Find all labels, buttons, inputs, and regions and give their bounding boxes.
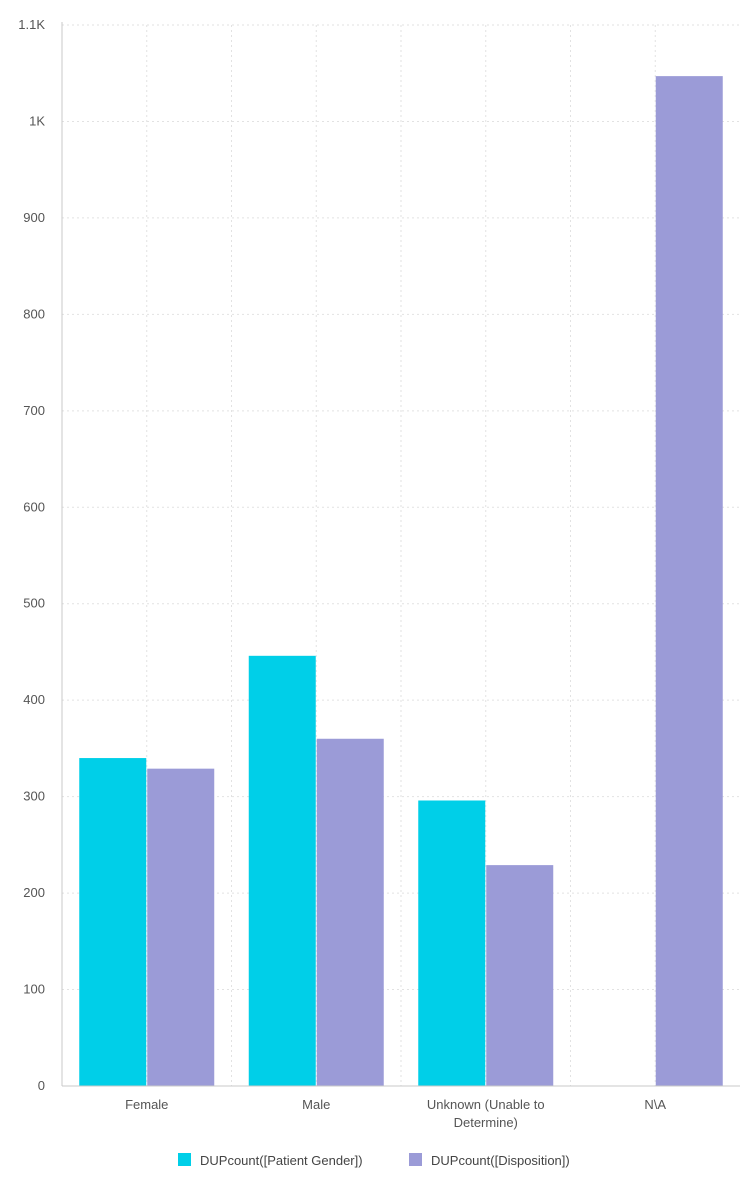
x-tick-label: N\A [644,1097,666,1112]
y-tick-label: 1.1K [18,17,45,32]
axes [61,22,740,1087]
legend-label: DUPcount([Disposition]) [431,1153,570,1168]
y-tick-label: 400 [23,692,45,707]
legend-item-patient-gender[interactable]: DUPcount([Patient Gender]) [178,1153,363,1168]
legend-swatch [178,1153,191,1166]
y-tick-label: 800 [23,306,45,321]
bar-disposition[interactable] [147,768,215,1086]
bar-patient-gender[interactable] [248,655,316,1086]
x-tick-label: Determine) [454,1115,518,1130]
x-tick-label: Unknown (Unable to [427,1097,545,1112]
legend[interactable]: DUPcount([Patient Gender]) DUPcount([Disp… [178,1153,570,1168]
x-axis-ticks: Female Male Unknown (Unable to Determine) N\… [125,1097,666,1130]
bar-patient-gender[interactable] [418,800,486,1086]
y-tick-label: 300 [23,789,45,804]
y-tick-label: 500 [23,596,45,611]
y-tick-label: 0 [38,1078,45,1093]
legend-item-disposition[interactable]: DUPcount([Disposition]) [409,1153,570,1168]
x-tick-label: Female [125,1097,168,1112]
bar-disposition[interactable] [316,738,384,1086]
y-tick-label: 600 [23,499,45,514]
grid [62,24,740,1086]
bars [79,76,723,1086]
bar-patient-gender[interactable] [79,758,147,1086]
y-tick-label: 900 [23,210,45,225]
legend-swatch [409,1153,422,1166]
y-tick-label: 200 [23,885,45,900]
y-tick-label: 1K [29,113,45,128]
bar-disposition[interactable] [486,865,554,1086]
bar-disposition[interactable] [655,76,723,1086]
legend-label: DUPcount([Patient Gender]) [200,1153,363,1168]
y-axis-ticks: 0 100 200 300 400 500 600 700 800 900 1K 1.1K [18,17,45,1093]
y-tick-label: 700 [23,403,45,418]
x-tick-label: Male [302,1097,330,1112]
y-tick-label: 100 [23,982,45,997]
